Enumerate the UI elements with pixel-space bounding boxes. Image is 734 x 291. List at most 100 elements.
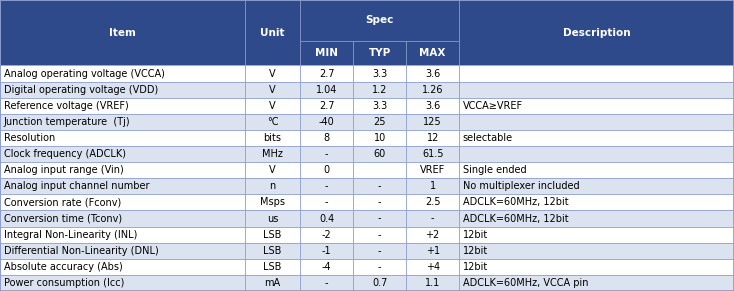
Bar bbox=[300, 275, 353, 291]
Bar bbox=[300, 81, 353, 98]
Text: -2: -2 bbox=[321, 230, 332, 239]
Bar bbox=[244, 243, 300, 259]
Bar bbox=[300, 0, 459, 41]
Text: VREF: VREF bbox=[420, 165, 446, 175]
Text: Power consumption (Icc): Power consumption (Icc) bbox=[4, 278, 124, 288]
Bar bbox=[244, 130, 300, 146]
Bar bbox=[0, 81, 244, 98]
Bar bbox=[0, 130, 244, 146]
Bar bbox=[406, 259, 459, 275]
Text: 0: 0 bbox=[324, 165, 330, 175]
Text: 125: 125 bbox=[424, 117, 442, 127]
Bar bbox=[300, 210, 353, 227]
Bar bbox=[300, 259, 353, 275]
Text: 3.6: 3.6 bbox=[425, 101, 440, 111]
Text: Differential Non-Linearity (DNL): Differential Non-Linearity (DNL) bbox=[4, 246, 159, 256]
Text: MHz: MHz bbox=[262, 149, 283, 159]
Text: Analog operating voltage (VCCA): Analog operating voltage (VCCA) bbox=[4, 68, 164, 79]
Text: 2.7: 2.7 bbox=[319, 101, 335, 111]
Bar bbox=[244, 275, 300, 291]
Text: LSB: LSB bbox=[264, 262, 282, 272]
Text: selectable: selectable bbox=[463, 133, 513, 143]
Text: MIN: MIN bbox=[315, 48, 338, 58]
Bar bbox=[353, 194, 406, 210]
Text: 1.04: 1.04 bbox=[316, 85, 338, 95]
Text: -: - bbox=[325, 197, 328, 207]
Bar bbox=[300, 114, 353, 130]
Bar bbox=[353, 146, 406, 162]
Bar bbox=[244, 210, 300, 227]
Bar bbox=[244, 194, 300, 210]
Bar bbox=[406, 41, 459, 65]
Text: 3.3: 3.3 bbox=[372, 68, 388, 79]
Text: 3.3: 3.3 bbox=[372, 101, 388, 111]
Bar bbox=[353, 114, 406, 130]
Bar bbox=[300, 178, 353, 194]
Bar bbox=[459, 114, 734, 130]
Bar bbox=[459, 162, 734, 178]
Text: ADCLK=60MHz, 12bit: ADCLK=60MHz, 12bit bbox=[463, 214, 568, 223]
Bar bbox=[459, 243, 734, 259]
Text: Analog input range (Vin): Analog input range (Vin) bbox=[4, 165, 123, 175]
Text: V: V bbox=[269, 165, 276, 175]
Text: Junction temperature  (Tj): Junction temperature (Tj) bbox=[4, 117, 131, 127]
Text: 1: 1 bbox=[429, 181, 436, 191]
Text: Single ended: Single ended bbox=[463, 165, 526, 175]
Text: Absolute accuracy (Abs): Absolute accuracy (Abs) bbox=[4, 262, 123, 272]
Text: -40: -40 bbox=[319, 117, 335, 127]
Text: 8: 8 bbox=[324, 133, 330, 143]
Bar bbox=[459, 98, 734, 114]
Bar bbox=[353, 178, 406, 194]
Bar bbox=[353, 227, 406, 243]
Bar bbox=[244, 81, 300, 98]
Bar bbox=[459, 227, 734, 243]
Bar bbox=[300, 41, 353, 65]
Bar bbox=[353, 243, 406, 259]
Text: -: - bbox=[378, 262, 382, 272]
Bar bbox=[459, 81, 734, 98]
Text: 2.5: 2.5 bbox=[425, 197, 440, 207]
Text: -: - bbox=[325, 149, 328, 159]
Text: Resolution: Resolution bbox=[4, 133, 55, 143]
Text: -: - bbox=[378, 214, 382, 223]
Bar bbox=[459, 275, 734, 291]
Bar bbox=[244, 0, 300, 65]
Text: Analog input channel number: Analog input channel number bbox=[4, 181, 149, 191]
Bar bbox=[300, 194, 353, 210]
Text: -: - bbox=[325, 278, 328, 288]
Bar bbox=[244, 162, 300, 178]
Text: V: V bbox=[269, 68, 276, 79]
Text: n: n bbox=[269, 181, 275, 191]
Text: -1: -1 bbox=[321, 246, 332, 256]
Text: MAX: MAX bbox=[419, 48, 446, 58]
Bar bbox=[353, 259, 406, 275]
Text: LSB: LSB bbox=[264, 246, 282, 256]
Text: mA: mA bbox=[264, 278, 280, 288]
Bar bbox=[244, 227, 300, 243]
Bar bbox=[406, 65, 459, 81]
Text: ADCLK=60MHz, VCCA pin: ADCLK=60MHz, VCCA pin bbox=[463, 278, 589, 288]
Text: 3.6: 3.6 bbox=[425, 68, 440, 79]
Bar bbox=[459, 0, 734, 65]
Bar bbox=[0, 210, 244, 227]
Text: 1.2: 1.2 bbox=[372, 85, 388, 95]
Text: -: - bbox=[378, 181, 382, 191]
Bar bbox=[0, 114, 244, 130]
Bar bbox=[0, 98, 244, 114]
Bar bbox=[459, 65, 734, 81]
Text: 12: 12 bbox=[426, 133, 439, 143]
Text: 60: 60 bbox=[374, 149, 386, 159]
Bar bbox=[244, 259, 300, 275]
Text: -: - bbox=[378, 197, 382, 207]
Text: 0.7: 0.7 bbox=[372, 278, 388, 288]
Bar bbox=[406, 178, 459, 194]
Bar bbox=[0, 194, 244, 210]
Text: 12bit: 12bit bbox=[463, 246, 488, 256]
Text: V: V bbox=[269, 85, 276, 95]
Bar bbox=[353, 162, 406, 178]
Bar bbox=[406, 162, 459, 178]
Text: Description: Description bbox=[563, 28, 631, 38]
Text: 1.26: 1.26 bbox=[422, 85, 443, 95]
Bar bbox=[353, 81, 406, 98]
Bar bbox=[0, 275, 244, 291]
